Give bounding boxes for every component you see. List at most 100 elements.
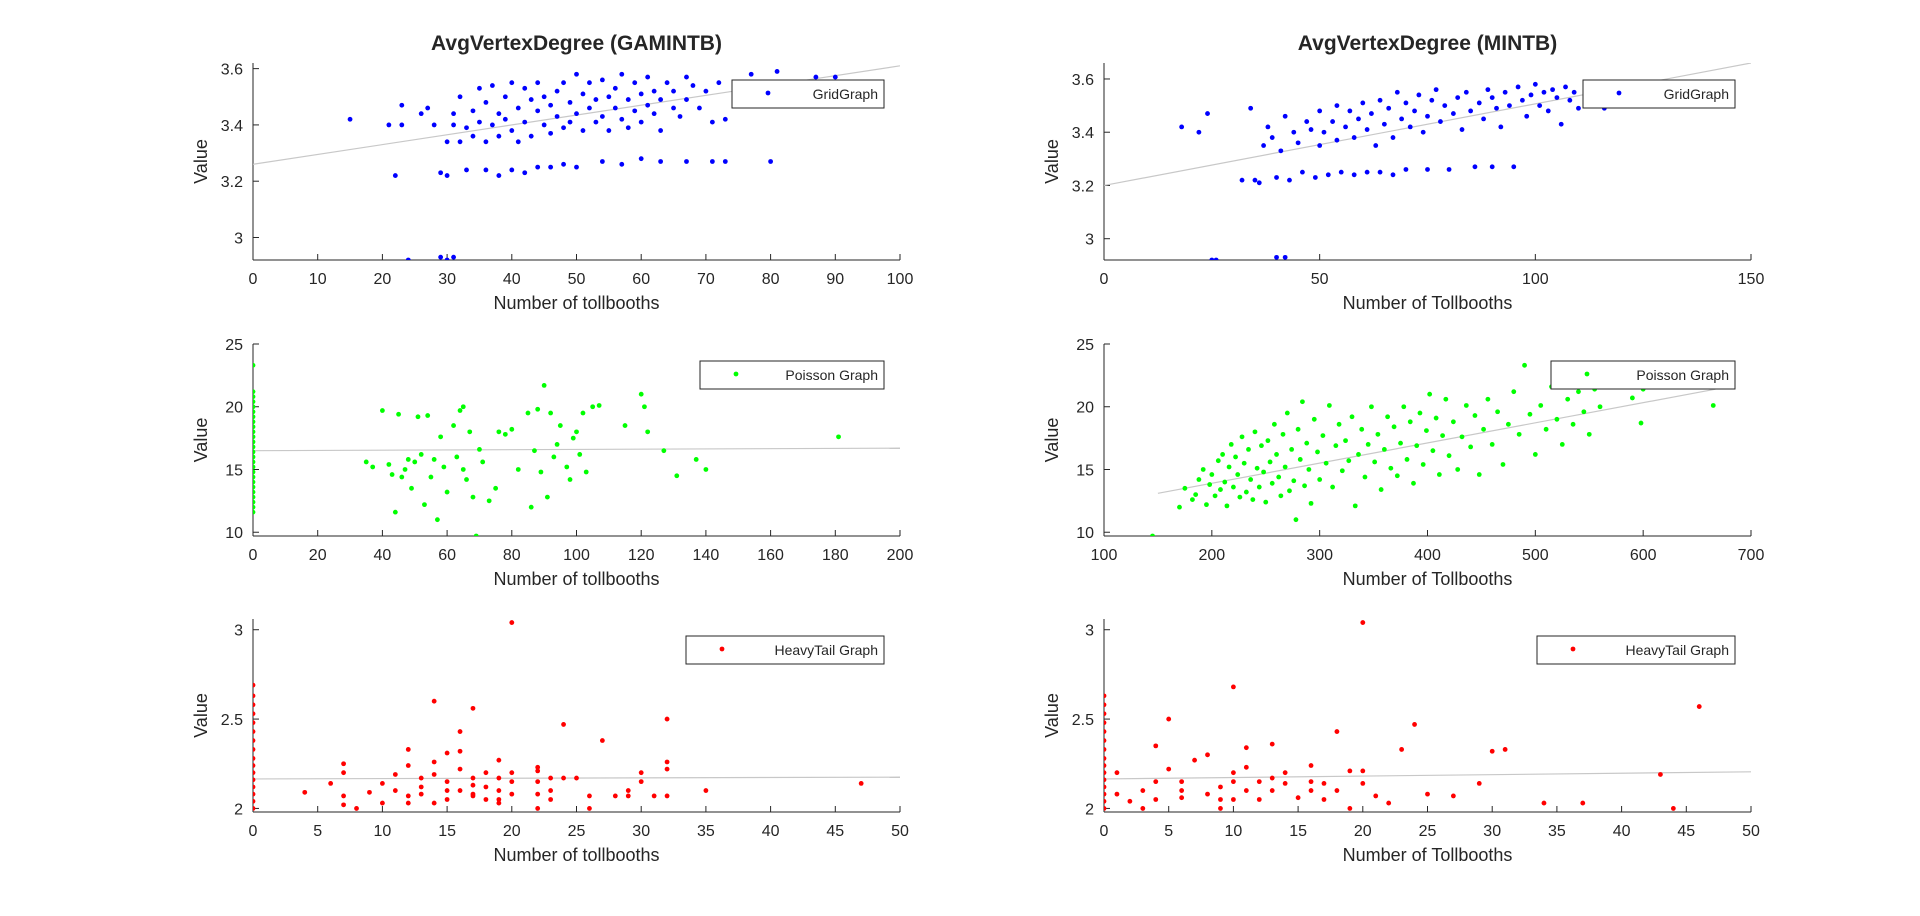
data-point xyxy=(587,793,592,799)
data-point xyxy=(1222,479,1228,485)
data-point xyxy=(470,705,476,711)
data-point xyxy=(253,469,256,475)
legend-marker xyxy=(765,90,771,96)
y-tick-label: 3.6 xyxy=(221,62,243,79)
x-tick-label: 700 xyxy=(1738,547,1765,564)
y-tick-label: 15 xyxy=(1076,462,1094,479)
data-point xyxy=(341,793,346,799)
data-point xyxy=(587,806,592,811)
data-point xyxy=(302,789,308,795)
data-point xyxy=(1308,127,1314,132)
data-point xyxy=(1425,113,1430,119)
x-tick-label: 20 xyxy=(503,823,521,840)
series-gridgraph xyxy=(347,69,838,260)
data-point xyxy=(1347,768,1353,774)
data-point xyxy=(253,459,256,465)
data-point xyxy=(253,449,256,455)
data-point xyxy=(1207,482,1213,487)
data-point xyxy=(1295,795,1301,801)
data-point xyxy=(1489,748,1495,754)
data-point xyxy=(1218,806,1223,811)
data-point xyxy=(561,161,566,167)
x-tick-label: 30 xyxy=(1483,823,1501,840)
plot-area xyxy=(253,620,900,811)
data-point xyxy=(1472,164,1478,170)
data-point xyxy=(1347,806,1353,811)
data-point xyxy=(1265,438,1271,444)
series-heavytail-graph xyxy=(253,620,864,811)
data-point xyxy=(1104,791,1107,797)
data-point xyxy=(1333,443,1339,449)
data-point xyxy=(1375,431,1381,437)
data-point xyxy=(1228,441,1234,447)
data-point xyxy=(1658,772,1663,777)
x-tick-label: 50 xyxy=(891,823,909,840)
data-point xyxy=(1293,517,1299,523)
data-point xyxy=(502,431,508,437)
data-point xyxy=(1104,770,1107,776)
data-point xyxy=(1104,711,1107,717)
data-point xyxy=(451,254,456,260)
y-tick-label: 3.2 xyxy=(221,174,243,191)
data-point xyxy=(522,85,528,91)
data-point xyxy=(1502,747,1508,752)
data-point xyxy=(253,419,256,425)
data-point xyxy=(1274,452,1279,457)
data-point xyxy=(392,509,398,515)
data-point xyxy=(599,77,605,83)
data-point xyxy=(1390,135,1396,140)
data-point xyxy=(509,620,515,625)
data-point xyxy=(1425,791,1430,797)
data-point xyxy=(1403,100,1409,106)
data-point xyxy=(253,464,256,470)
data-point xyxy=(535,108,541,114)
data-point xyxy=(1580,800,1586,806)
data-point xyxy=(1352,503,1358,509)
data-point xyxy=(509,779,515,785)
data-point xyxy=(1243,745,1249,751)
data-point xyxy=(1190,497,1195,503)
data-point xyxy=(496,797,502,802)
data-point xyxy=(1237,494,1243,500)
data-point xyxy=(1346,458,1352,464)
subplot-3: 0 20 40 60 80 100 120 140 160 180 200 10 15 20 25 Numbe… xyxy=(191,337,913,589)
data-point xyxy=(664,759,670,765)
y-axis-label: Value xyxy=(1042,693,1062,738)
subplot-5: 0 5 10 15 20 25 30 35 40 45 50 2 2.5 3 Number of tollb… xyxy=(191,619,909,865)
data-point xyxy=(1104,784,1107,790)
data-point xyxy=(612,105,618,111)
data-point xyxy=(638,391,644,397)
x-tick-label: 15 xyxy=(438,823,456,840)
data-point xyxy=(1205,111,1210,116)
data-point xyxy=(593,119,599,125)
data-point xyxy=(483,139,489,145)
data-point xyxy=(253,755,256,761)
data-point xyxy=(460,467,466,472)
data-point xyxy=(567,119,573,125)
data-point xyxy=(548,410,554,416)
y-tick-label: 3.6 xyxy=(1072,72,1094,89)
data-point xyxy=(1412,108,1417,114)
data-point xyxy=(1507,103,1512,108)
data-point xyxy=(1256,797,1262,802)
legend-label: Poisson Graph xyxy=(785,367,878,383)
data-point xyxy=(1386,800,1392,806)
data-point xyxy=(399,474,405,480)
data-point xyxy=(425,105,431,111)
data-point xyxy=(612,793,618,799)
data-point xyxy=(1282,770,1288,776)
data-point xyxy=(1440,433,1445,439)
data-point xyxy=(1532,81,1538,87)
data-point xyxy=(561,775,566,781)
data-point xyxy=(1306,467,1312,472)
data-point xyxy=(1481,426,1486,432)
data-point xyxy=(496,429,502,435)
data-point xyxy=(370,464,376,470)
data-point xyxy=(619,116,625,122)
data-point xyxy=(1218,797,1223,802)
data-point xyxy=(1321,129,1327,135)
data-point xyxy=(1570,421,1576,427)
data-point xyxy=(1317,108,1323,114)
data-point xyxy=(418,775,424,781)
data-point xyxy=(677,114,683,119)
